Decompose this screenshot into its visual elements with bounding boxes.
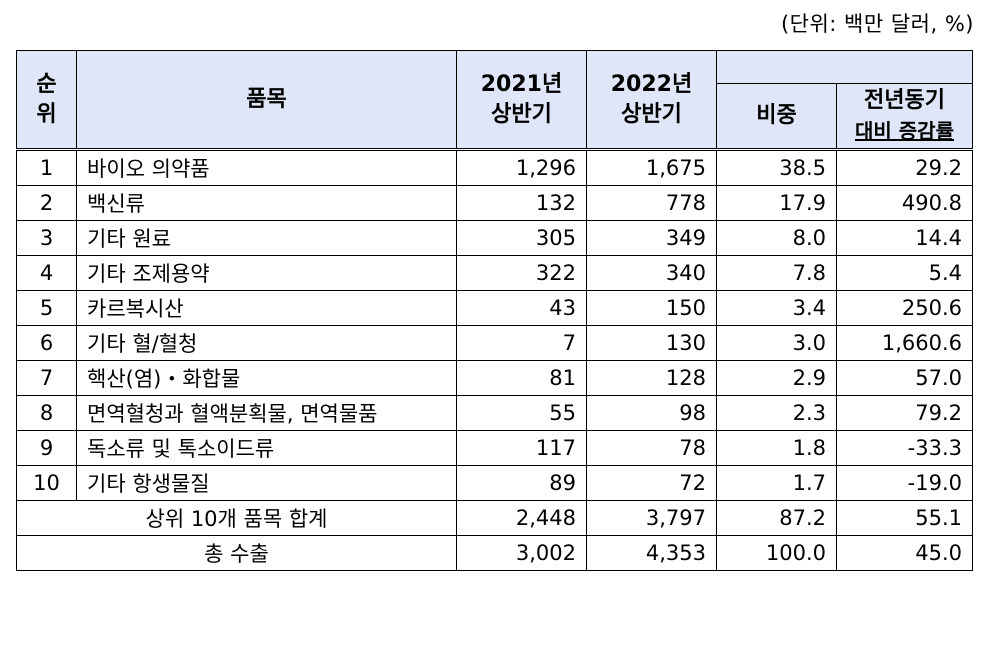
cell-item: 독소류 및 톡소이드류	[76, 430, 457, 466]
header-yoy: 전년동기 대비 증감률	[836, 83, 973, 151]
cell-share: 3.0	[716, 325, 837, 361]
cell-2021: 305	[456, 220, 587, 256]
cell-item: 백신류	[76, 185, 457, 221]
cell-share: 38.5	[716, 149, 837, 186]
table-row: 7 핵산(염)・화합물 81 128 2.9 57.0	[16, 360, 973, 396]
total-2022: 3,797	[586, 500, 717, 536]
cell-rank: 6	[16, 325, 77, 361]
cell-item: 기타 항생물질	[76, 465, 457, 501]
cell-rank: 1	[16, 149, 77, 186]
cell-yoy: 14.4	[836, 220, 973, 256]
cell-item: 기타 조제용약	[76, 255, 457, 291]
cell-share: 2.9	[716, 360, 837, 396]
cell-yoy: 29.2	[836, 149, 973, 186]
cell-rank: 2	[16, 185, 77, 221]
header-2022: 2022년 상반기	[586, 50, 717, 151]
cell-yoy: 1,660.6	[836, 325, 973, 361]
cell-rank: 5	[16, 290, 77, 326]
total-2021: 3,002	[456, 535, 587, 571]
cell-2021: 89	[456, 465, 587, 501]
cell-2021: 117	[456, 430, 587, 466]
total-2022: 4,353	[586, 535, 717, 571]
cell-2022: 340	[586, 255, 717, 291]
total-label: 총 수출	[16, 535, 457, 571]
cell-2022: 78	[586, 430, 717, 466]
header-item: 품목	[76, 50, 457, 151]
cell-share: 1.8	[716, 430, 837, 466]
cell-2021: 132	[456, 185, 587, 221]
cell-2022: 72	[586, 465, 717, 501]
total-label: 상위 10개 품목 합계	[16, 500, 457, 536]
cell-2022: 150	[586, 290, 717, 326]
table-row: 5 카르복시산 43 150 3.4 250.6	[16, 290, 973, 326]
table-row: 4 기타 조제용약 322 340 7.8 5.4	[16, 255, 973, 291]
cell-rank: 7	[16, 360, 77, 396]
cell-rank: 4	[16, 255, 77, 291]
cell-rank: 10	[16, 465, 77, 501]
header-yoy-line1: 전년동기	[864, 88, 945, 113]
cell-2021: 322	[456, 255, 587, 291]
cell-rank: 3	[16, 220, 77, 256]
total-row-top10: 상위 10개 품목 합계 2,448 3,797 87.2 55.1	[16, 500, 973, 536]
header-rank: 순 위	[16, 50, 77, 151]
cell-share: 2.3	[716, 395, 837, 431]
table-row: 8 면역혈청과 혈액분획물, 면역물품 55 98 2.3 79.2	[16, 395, 973, 431]
cell-2021: 43	[456, 290, 587, 326]
cell-item: 면역혈청과 혈액분획물, 면역물품	[76, 395, 457, 431]
total-2021: 2,448	[456, 500, 587, 536]
table-row: 6 기타 혈/혈청 7 130 3.0 1,660.6	[16, 325, 973, 361]
total-row-all: 총 수출 3,002 4,353 100.0 45.0	[16, 535, 973, 571]
cell-share: 7.8	[716, 255, 837, 291]
cell-2021: 81	[456, 360, 587, 396]
table-row: 3 기타 원료 305 349 8.0 14.4	[16, 220, 973, 256]
unit-note: (단위: 백만 달러, %)	[780, 12, 974, 36]
cell-2022: 98	[586, 395, 717, 431]
cell-yoy: 79.2	[836, 395, 973, 431]
table-row: 10 기타 항생물질 89 72 1.7 -19.0	[16, 465, 973, 501]
cell-yoy: 490.8	[836, 185, 973, 221]
cell-2021: 7	[456, 325, 587, 361]
cell-item: 핵산(염)・화합물	[76, 360, 457, 396]
cell-share: 1.7	[716, 465, 837, 501]
header-2021: 2021년 상반기	[456, 50, 587, 151]
table-row: 2 백신류 132 778 17.9 490.8	[16, 185, 973, 221]
header-share: 비중	[716, 83, 837, 151]
total-share: 100.0	[716, 535, 837, 571]
cell-item: 바이오 의약품	[76, 149, 457, 186]
table-header: 순 위 품목 2021년 상반기 2022년 상반기 비중 전년동기 대비 증감…	[16, 50, 973, 151]
export-table: 순 위 품목 2021년 상반기 2022년 상반기 비중 전년동기 대비 증감…	[16, 50, 973, 571]
table-row: 1 바이오 의약품 1,296 1,675 38.5 29.2	[16, 149, 973, 186]
cell-2022: 130	[586, 325, 717, 361]
cell-2021: 1,296	[456, 149, 587, 186]
cell-share: 17.9	[716, 185, 837, 221]
cell-yoy: 57.0	[836, 360, 973, 396]
cell-yoy: 5.4	[836, 255, 973, 291]
header-2021-text: 2021년 상반기	[480, 71, 563, 127]
cell-2022: 349	[586, 220, 717, 256]
cell-yoy: -33.3	[836, 430, 973, 466]
cell-item: 카르복시산	[76, 290, 457, 326]
cell-share: 3.4	[716, 290, 837, 326]
header-group-blank	[716, 50, 973, 84]
cell-2022: 128	[586, 360, 717, 396]
header-yoy-line2: 대비 증감률	[855, 119, 954, 143]
table-row: 9 독소류 및 톡소이드류 117 78 1.8 -33.3	[16, 430, 973, 466]
total-share: 87.2	[716, 500, 837, 536]
total-yoy: 45.0	[836, 535, 973, 571]
cell-rank: 8	[16, 395, 77, 431]
header-rank-text: 순 위	[36, 71, 57, 127]
cell-2022: 1,675	[586, 149, 717, 186]
cell-2021: 55	[456, 395, 587, 431]
cell-yoy: -19.0	[836, 465, 973, 501]
cell-item: 기타 원료	[76, 220, 457, 256]
cell-share: 8.0	[716, 220, 837, 256]
header-2022-text: 2022년 상반기	[610, 71, 693, 127]
cell-item: 기타 혈/혈청	[76, 325, 457, 361]
cell-2022: 778	[586, 185, 717, 221]
cell-yoy: 250.6	[836, 290, 973, 326]
total-yoy: 55.1	[836, 500, 973, 536]
cell-rank: 9	[16, 430, 77, 466]
